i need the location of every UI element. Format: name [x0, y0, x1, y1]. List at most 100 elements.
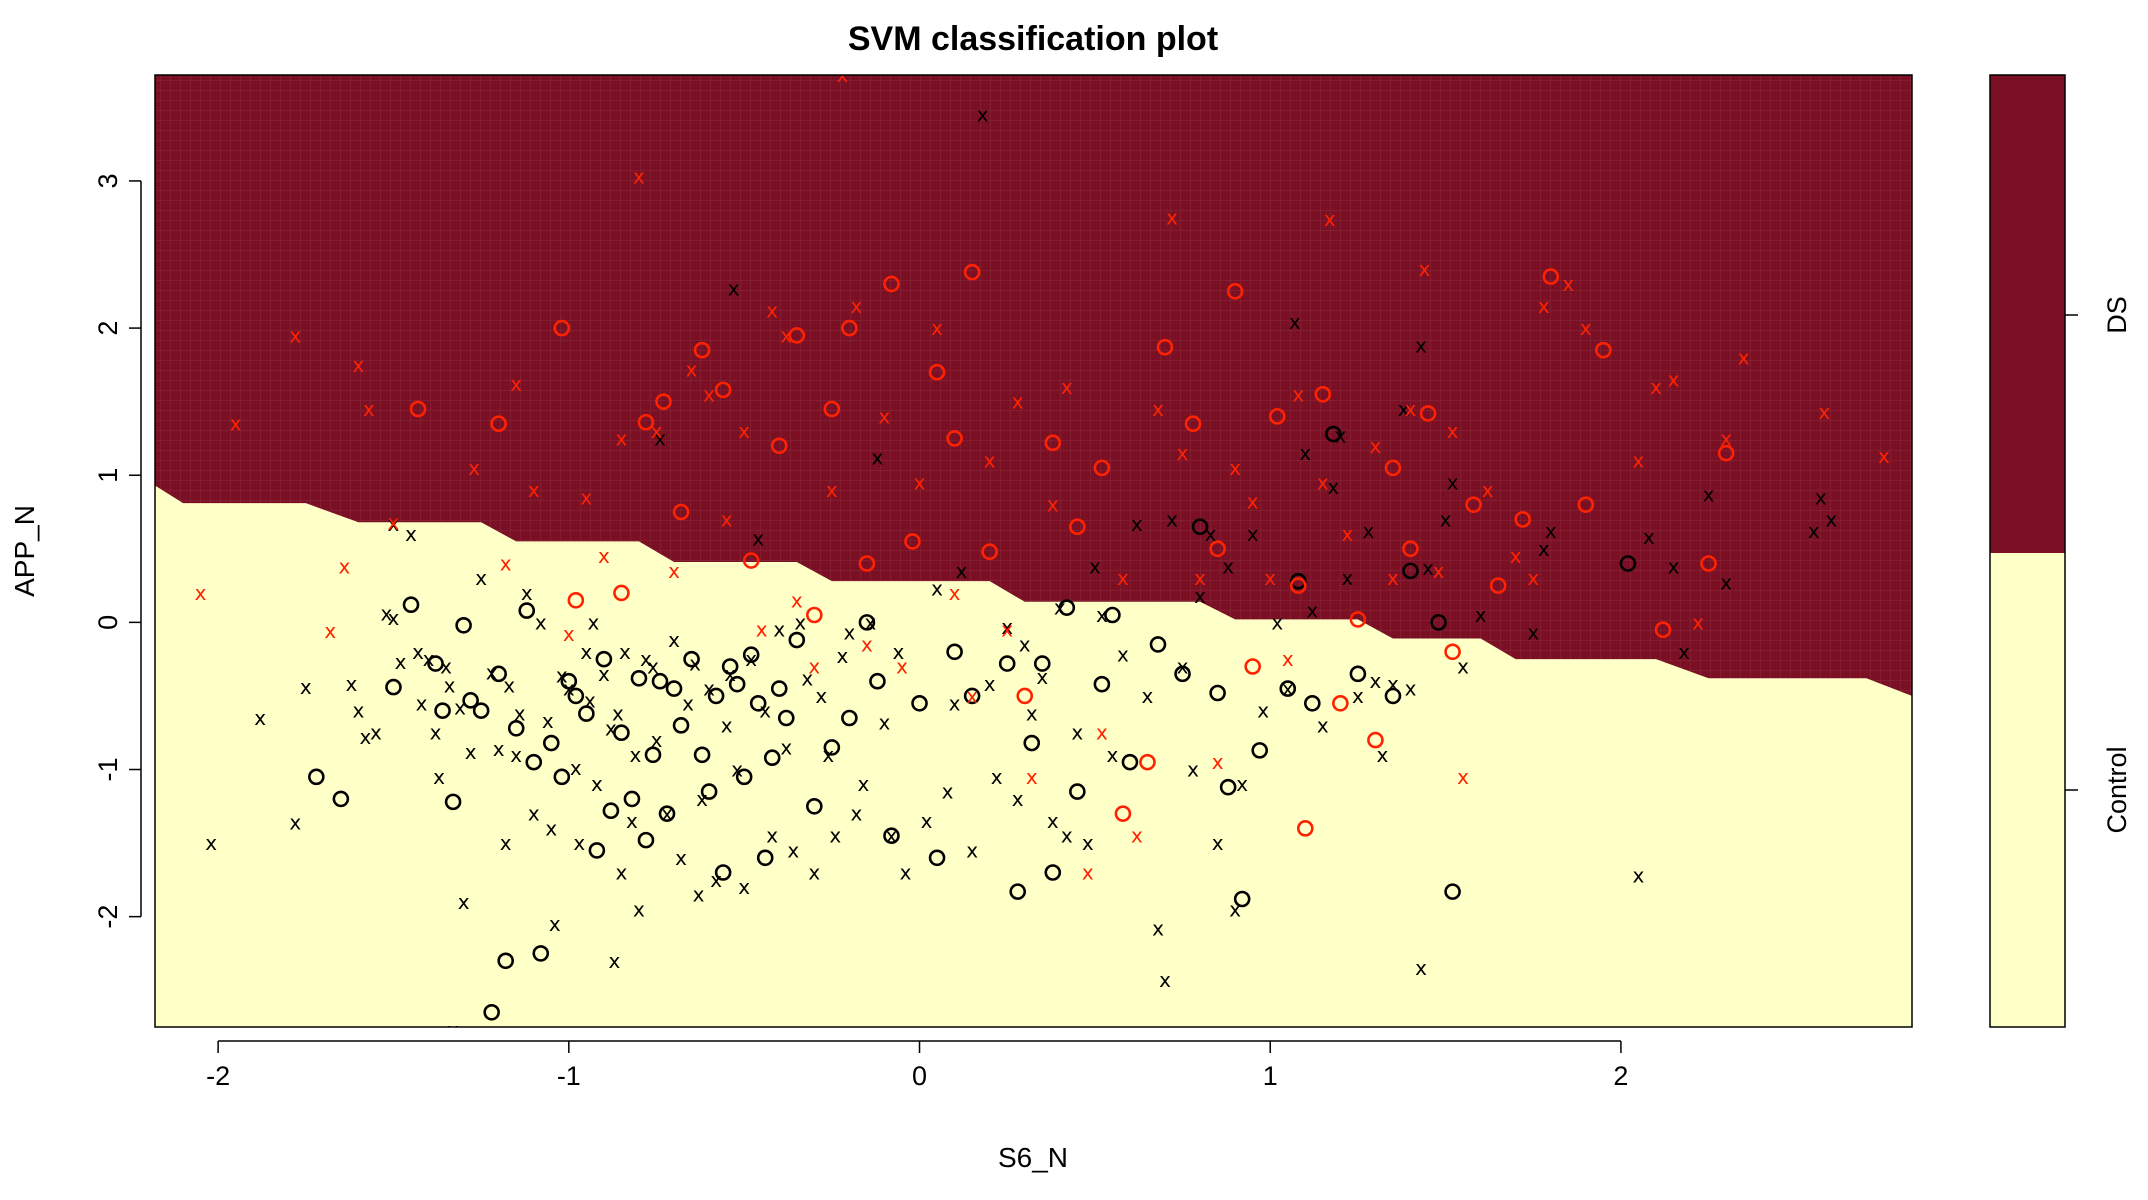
data-point-o-1-74	[1233, 890, 1251, 908]
data-point-x-2-76: x	[1668, 368, 1680, 392]
data-point-x-2-21: x	[721, 507, 733, 531]
data-point-x-0-68: x	[721, 713, 733, 737]
data-point-x-0-131: x	[1236, 772, 1248, 796]
data-point-o-1-83	[1430, 614, 1447, 631]
data-point-o-1-62	[1033, 655, 1051, 672]
data-point-x-0-137: x	[1299, 441, 1311, 465]
data-point-x-0-12: x	[395, 650, 407, 674]
data-point-o-3-24	[1044, 434, 1062, 452]
data-point-x-0-120: x	[1142, 684, 1154, 708]
data-point-x-0-78: x	[780, 735, 792, 759]
data-point-x-0-0: x	[142, 819, 154, 843]
data-point-x-2-35: x	[931, 316, 943, 340]
data-point-x-2-64: x	[1419, 257, 1431, 281]
data-point-o-3-30	[1184, 415, 1202, 433]
data-point-x-2-11: x	[528, 478, 540, 502]
data-point-x-0-37: x	[549, 912, 561, 936]
data-point-o-1-73	[1219, 778, 1237, 796]
data-point-x-0-107: x	[1019, 632, 1031, 656]
data-point-o-3-5	[637, 413, 655, 431]
data-point-x-0-10: x	[388, 512, 400, 536]
data-point-o-1-65	[1069, 783, 1086, 800]
data-point-o-1-26	[623, 790, 641, 808]
data-point-x-2-23: x	[756, 618, 768, 642]
data-point-x-2-73: x	[1580, 316, 1592, 340]
data-point-x-2-53: x	[1229, 456, 1241, 480]
data-point-x-0-20: x	[444, 674, 456, 698]
data-point-o-3-40	[1367, 731, 1384, 749]
data-point-x-0-108: x	[1026, 702, 1038, 726]
data-point-o-3-11	[770, 437, 788, 455]
data-point-x-2-12: x	[563, 622, 575, 646]
data-point-o-1-66	[1093, 675, 1111, 693]
data-point-x-0-168: x	[1825, 507, 1837, 531]
data-point-x-0-94: x	[893, 640, 905, 664]
data-point-o-3-28	[1139, 753, 1156, 771]
data-point-x-0-95: x	[900, 861, 912, 885]
data-point-x-0-50: x	[616, 861, 628, 885]
data-point-x-0-27: x	[493, 737, 505, 761]
data-point-x-2-75: x	[1650, 375, 1662, 399]
data-point-o-1-33	[672, 717, 690, 734]
data-point-o-1-76	[1279, 680, 1297, 697]
data-point-o-3-50	[1595, 341, 1612, 359]
data-point-o-3-0	[409, 400, 427, 418]
data-point-o-1-59	[998, 655, 1016, 672]
data-point-x-0-147: x	[1387, 672, 1399, 696]
data-point-o-3-16	[858, 555, 876, 572]
data-point-x-0-114: x	[1082, 831, 1094, 855]
data-point-x-0-104: x	[991, 765, 1003, 789]
data-point-o-1-36	[700, 783, 718, 800]
data-point-x-0-138: x	[1306, 599, 1318, 623]
data-point-o-1-43	[749, 694, 767, 712]
data-point-x-0-46: x	[598, 662, 610, 686]
data-point-o-3-7	[672, 503, 690, 521]
data-point-o-1-17	[542, 734, 560, 752]
data-point-x-0-119: x	[1131, 512, 1143, 536]
data-point-x-2-81: x	[1878, 444, 1890, 468]
y-tick-label: 1	[93, 468, 123, 483]
data-point-o-1-84	[1444, 883, 1461, 900]
data-point-x-0-71: x	[731, 758, 743, 782]
data-point-x-0-97: x	[931, 577, 943, 601]
data-point-o-3-37	[1314, 385, 1332, 403]
data-point-x-2-63: x	[1405, 397, 1417, 421]
data-point-x-0-14: x	[412, 640, 424, 664]
data-point-o-3-17	[883, 275, 900, 293]
data-point-x-0-75: x	[759, 699, 771, 723]
data-point-x-2-60: x	[1341, 522, 1353, 546]
y-tick-label: 0	[93, 615, 123, 630]
data-point-x-0-156: x	[1475, 603, 1487, 627]
data-point-x-0-157: x	[1527, 621, 1539, 645]
data-point-o-1-61	[1023, 734, 1041, 752]
data-point-x-0-98: x	[942, 780, 954, 804]
data-point-x-0-139: x	[1317, 713, 1329, 737]
plot-frame	[154, 74, 1913, 1028]
data-point-x-2-33: x	[896, 655, 908, 679]
data-point-o-1-46	[770, 680, 788, 697]
data-point-x-0-3: x	[289, 810, 301, 834]
data-point-x-2-26: x	[791, 588, 803, 612]
data-point-o-1-78	[1304, 694, 1321, 712]
data-point-x-2-8: x	[468, 456, 480, 480]
data-point-x-0-40: x	[570, 756, 582, 780]
data-point-x-2-25: x	[780, 323, 792, 347]
data-point-x-2-40: x	[1012, 390, 1024, 414]
data-point-o-1-5	[434, 702, 451, 719]
data-point-o-1-51	[841, 709, 858, 727]
data-point-o-3-23	[1016, 687, 1034, 705]
data-point-x-0-24: x	[465, 740, 477, 764]
data-point-x-2-61: x	[1370, 434, 1382, 458]
data-point-x-0-105: x	[1001, 615, 1013, 639]
data-point-x-0-13: x	[405, 522, 417, 546]
data-point-x-0-115: x	[1089, 554, 1101, 578]
data-point-x-2-16: x	[633, 165, 645, 189]
data-point-x-2-67: x	[1457, 765, 1469, 789]
data-point-o-1-72	[1209, 684, 1226, 702]
data-point-x-0-41: x	[573, 831, 585, 855]
data-point-x-0-132: x	[1247, 522, 1259, 546]
data-point-o-1-85	[1619, 555, 1637, 572]
data-point-x-0-88: x	[850, 802, 862, 826]
data-point-x-0-110: x	[1047, 809, 1059, 833]
data-point-x-0-5: x	[345, 672, 357, 696]
